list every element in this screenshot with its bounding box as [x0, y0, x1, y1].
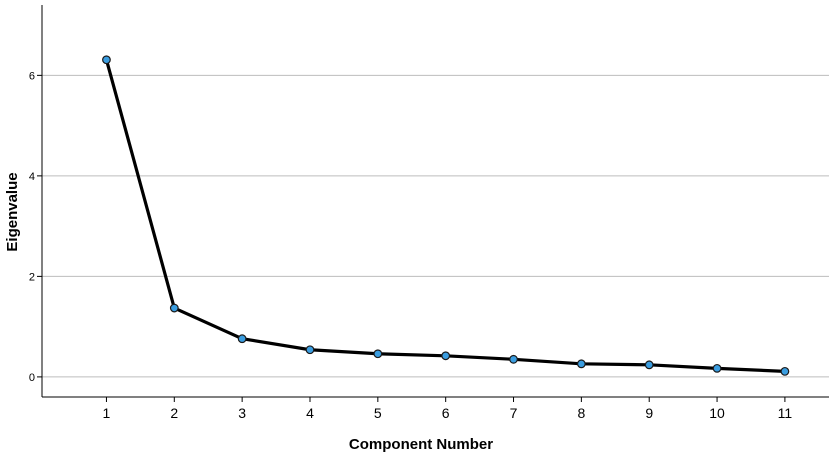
x-tick-label-10: 10 [709, 405, 725, 421]
y-tick-label-6: 6 [29, 70, 35, 82]
data-point-8 [576, 359, 586, 369]
x-tick-labels: 1 2 3 4 5 6 7 8 9 10 11 [103, 397, 793, 421]
data-point-11 [780, 366, 790, 376]
data-point-4 [305, 345, 315, 355]
data-point-5 [373, 349, 383, 359]
data-point-9 [644, 360, 654, 370]
x-tick-label-5: 5 [374, 405, 382, 421]
gridlines [42, 74, 829, 378]
data-point-1 [102, 55, 111, 65]
y-tick-label-0: 0 [29, 372, 35, 384]
x-axis-title: Component Number [349, 436, 493, 453]
x-tick-label-11: 11 [778, 405, 793, 421]
y-axis-title: Eigenvalue [4, 172, 21, 251]
x-tick-label-9: 9 [645, 405, 653, 421]
data-point-6 [441, 351, 451, 361]
y-tick-label-4: 4 [29, 171, 35, 183]
x-tick-label-6: 6 [442, 405, 450, 421]
x-tick-label-8: 8 [577, 405, 585, 421]
y-tick-label-2: 2 [29, 271, 35, 283]
y-tick-labels: 0 2 4 6 [29, 70, 42, 384]
data-point-2 [169, 303, 179, 313]
x-tick-label-7: 7 [510, 405, 518, 421]
series-eigenvalues [102, 55, 790, 376]
x-tick-label-4: 4 [306, 405, 314, 421]
data-point-10 [712, 363, 722, 373]
x-tick-label-2: 2 [170, 405, 178, 421]
data-point-7 [509, 354, 518, 364]
x-tick-label-1: 1 [103, 405, 111, 421]
data-point-3 [237, 334, 247, 344]
series-line [104, 58, 787, 373]
x-tick-label-3: 3 [238, 405, 246, 421]
